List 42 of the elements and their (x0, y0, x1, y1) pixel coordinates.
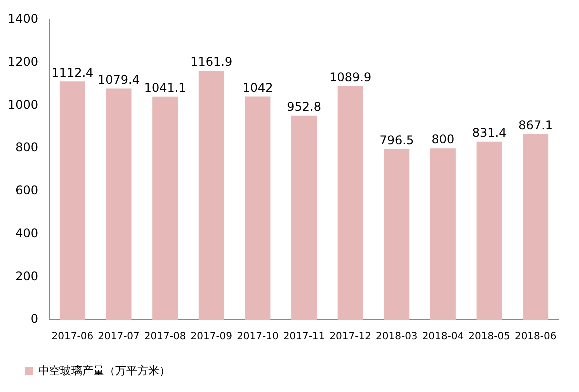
bar (106, 88, 132, 320)
bar (476, 142, 502, 320)
x-tick-label: 2017-12 (330, 332, 372, 343)
bar (523, 134, 549, 320)
data-label: 867.1 (518, 118, 554, 132)
bar (60, 82, 86, 320)
data-label: 1161.9 (190, 55, 233, 70)
data-label: 1089.9 (330, 70, 372, 85)
data-label: 831.4 (472, 126, 507, 140)
data-label: 1112.4 (52, 66, 94, 80)
legend-label: 中空玻璃产量（万平方米） (38, 364, 170, 378)
x-tick-label: 2017-10 (237, 332, 279, 343)
y-tick-label: 200 (16, 269, 39, 284)
y-tick-label: 1200 (8, 54, 39, 69)
data-label: 1041.1 (144, 81, 186, 96)
data-label: 952.8 (287, 100, 322, 114)
x-tick-label: 2017-06 (52, 332, 94, 343)
bar (245, 96, 271, 320)
data-label: 1079.4 (98, 72, 140, 87)
y-tick-label: 1400 (8, 12, 39, 26)
x-tick-label: 2017-09 (190, 332, 233, 343)
x-tick-label: 2018-05 (468, 332, 510, 343)
bar (338, 86, 364, 320)
x-tick-label: 2017-07 (98, 332, 140, 343)
y-tick-label: 1000 (8, 98, 39, 112)
data-label: 796.5 (380, 133, 414, 148)
bar (152, 96, 178, 320)
x-tick-label: 2017-11 (283, 332, 326, 343)
data-label: 800 (432, 132, 455, 147)
y-tick-label: 0 (30, 312, 39, 326)
bar (292, 116, 318, 320)
data-label: 1042 (242, 80, 274, 95)
x-tick-label: 2018-03 (376, 332, 418, 343)
x-tick-label: 2017-08 (144, 332, 186, 343)
y-tick-label: 400 (16, 226, 39, 240)
x-tick-label: 2018-06 (514, 332, 557, 343)
y-tick-label: 600 (16, 184, 39, 198)
bar (430, 148, 456, 320)
bar (384, 149, 410, 320)
x-tick-label: 2018-04 (422, 332, 464, 343)
bar (198, 71, 224, 320)
y-tick-label: 800 (16, 140, 39, 155)
